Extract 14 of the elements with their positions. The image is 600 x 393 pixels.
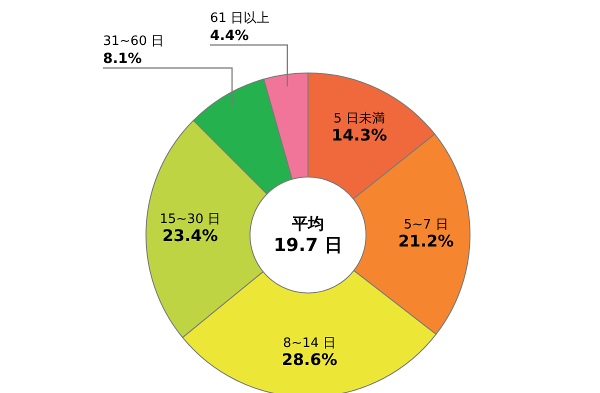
slice-label: 5 日未満 — [334, 112, 385, 127]
slice-label: 31~60 日 — [103, 34, 164, 49]
data-label: 28.6% — [282, 350, 338, 369]
data-label: 8.1% — [103, 51, 142, 67]
text: 19.7 日 — [274, 235, 342, 256]
data-label: 14.3% — [331, 126, 388, 145]
data-label: 23.4% — [162, 226, 218, 246]
slice-label: 5~7 日 — [404, 217, 448, 232]
slice-label: 61 日以上 — [210, 11, 270, 26]
slice-label: 15~30 日 — [160, 212, 221, 228]
data-label: 21.2% — [398, 231, 454, 250]
data-label: 4.4% — [210, 28, 249, 44]
text: 平均 — [291, 214, 324, 233]
slice-label: 8~14 日 — [283, 336, 336, 351]
